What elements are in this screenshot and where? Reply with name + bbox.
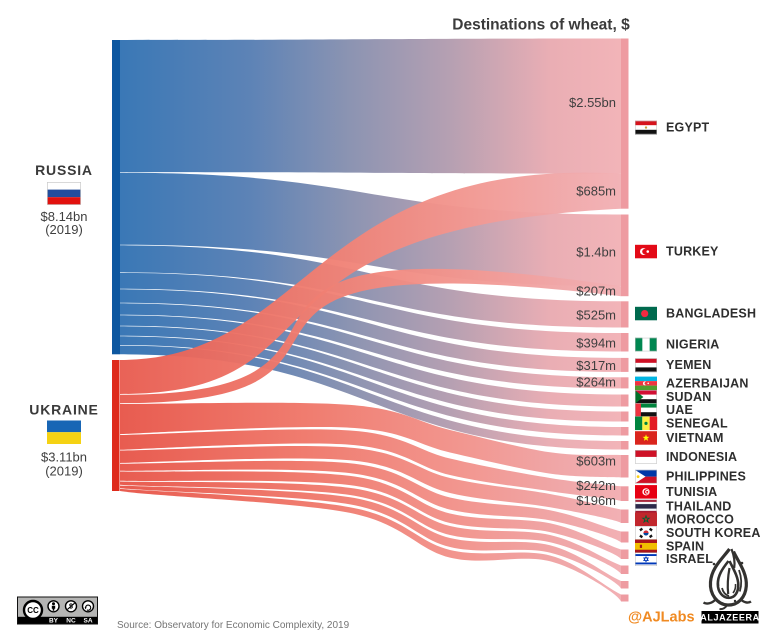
svg-text:$1.4bn: $1.4bn xyxy=(576,245,616,260)
svg-text:$196m: $196m xyxy=(576,493,616,508)
svg-text:SOUTH KOREA: SOUTH KOREA xyxy=(666,526,761,540)
svg-text:VIETNAM: VIETNAM xyxy=(666,431,724,445)
svg-text:UAE: UAE xyxy=(666,403,693,417)
svg-text:$3.11bn: $3.11bn xyxy=(41,450,87,465)
svg-text:SENEGAL: SENEGAL xyxy=(666,416,728,430)
svg-text:BANGLADESH: BANGLADESH xyxy=(666,307,756,321)
svg-text:MOROCCO: MOROCCO xyxy=(666,512,734,526)
svg-text:(2019): (2019) xyxy=(45,222,83,237)
svg-text:$685m: $685m xyxy=(576,184,616,199)
svg-text:YEMEN: YEMEN xyxy=(666,358,711,372)
svg-text:TURKEY: TURKEY xyxy=(666,245,719,259)
svg-text:NC: NC xyxy=(66,617,76,624)
svg-text:CC: CC xyxy=(27,606,39,615)
svg-text:ALJAZEERA: ALJAZEERA xyxy=(700,613,759,623)
svg-text:$394m: $394m xyxy=(576,336,616,351)
svg-text:Destinations of wheat, $: Destinations of wheat, $ xyxy=(452,17,630,34)
svg-text:SUDAN: SUDAN xyxy=(666,390,711,404)
svg-text:$242m: $242m xyxy=(576,478,616,493)
svg-text:$525m: $525m xyxy=(576,308,616,323)
svg-text:ISRAEL: ISRAEL xyxy=(666,552,713,566)
svg-text:INDONESIA: INDONESIA xyxy=(666,450,737,464)
svg-text:$317m: $317m xyxy=(576,358,616,373)
svg-text:Source: Observatory for Econom: Source: Observatory for Economic Complex… xyxy=(117,620,350,631)
svg-text:SA: SA xyxy=(83,617,92,624)
svg-text:$207m: $207m xyxy=(576,284,616,299)
svg-text:SPAIN: SPAIN xyxy=(666,539,704,553)
svg-text:PHILIPPINES: PHILIPPINES xyxy=(666,470,746,484)
svg-text:THAILAND: THAILAND xyxy=(666,499,731,513)
svg-text:RUSSIA: RUSSIA xyxy=(35,162,93,178)
svg-text:@AJLabs: @AJLabs xyxy=(628,610,695,626)
svg-text:AZERBAIJAN: AZERBAIJAN xyxy=(666,376,749,390)
svg-text:UKRAINE: UKRAINE xyxy=(29,402,98,418)
svg-text:BY: BY xyxy=(49,617,59,624)
svg-text:TUNISIA: TUNISIA xyxy=(666,485,717,499)
svg-text:$264m: $264m xyxy=(576,375,616,390)
svg-text:EGYPT: EGYPT xyxy=(666,121,710,135)
svg-text:$603m: $603m xyxy=(576,454,616,469)
svg-text:$2.55bn: $2.55bn xyxy=(569,95,616,110)
svg-text:(2019): (2019) xyxy=(45,464,83,479)
svg-text:NIGERIA: NIGERIA xyxy=(666,338,720,352)
svg-text:$8.14bn: $8.14bn xyxy=(41,209,88,224)
